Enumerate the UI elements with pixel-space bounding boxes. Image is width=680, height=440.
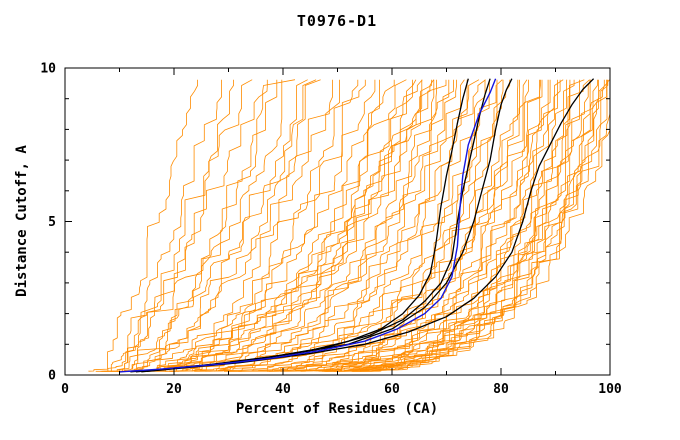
model-curve [258, 79, 503, 372]
highlight-curve [119, 78, 497, 373]
y-axis-label: Distance Cutoff, A [14, 145, 30, 297]
model-curve [154, 79, 447, 372]
model-curve [351, 79, 609, 372]
model-curve [110, 79, 223, 372]
x-tick-label: 80 [493, 382, 509, 397]
model-curve [325, 79, 591, 372]
model-curve [102, 79, 268, 372]
model-curve [298, 79, 551, 372]
model-curve [146, 79, 376, 372]
model-curve [300, 79, 543, 372]
model-curve [282, 79, 528, 372]
model-curve [352, 79, 610, 372]
model-curve [100, 79, 308, 372]
model-curve [151, 79, 366, 372]
model-curve [121, 79, 278, 372]
y-tick-label: 5 [48, 215, 56, 230]
model-curve [164, 79, 434, 372]
model-curve [354, 79, 605, 372]
model-curve [238, 79, 504, 372]
model-curve [153, 79, 359, 372]
model-curve [137, 79, 380, 372]
model-curve [116, 79, 340, 372]
model-curve [321, 79, 580, 372]
model-curve [324, 79, 571, 372]
plot-layer: 0 20 40 60 80 100 0 5 10 [40, 62, 622, 398]
reference-curve [146, 78, 595, 372]
model-curve [169, 79, 395, 372]
chart-title: T0976-D1 [297, 12, 377, 30]
model-curve [156, 79, 407, 372]
x-tick-label: 40 [275, 382, 291, 397]
model-curve [331, 79, 558, 372]
y-tick-label: 0 [48, 369, 56, 384]
y-tick-label: 10 [40, 62, 56, 77]
model-curve [273, 79, 511, 372]
model-curve [366, 79, 610, 372]
model-curve [328, 79, 575, 372]
model-curve [143, 79, 450, 372]
model-curve [213, 79, 486, 372]
model-curve [195, 79, 432, 372]
curves-layer [88, 78, 610, 373]
model-curve [126, 79, 333, 372]
model-curve [334, 79, 598, 372]
x-axis-label: Percent of Residues (CA) [236, 401, 438, 417]
x-tick-label: 60 [384, 382, 400, 397]
reference-curve [141, 78, 513, 373]
model-curve [110, 79, 317, 372]
model-curve [268, 79, 520, 372]
x-tick-label: 100 [598, 382, 622, 397]
x-tick-label: 20 [166, 382, 182, 397]
model-curve [143, 79, 413, 372]
x-tick-label: 0 [61, 382, 69, 397]
model-curve [359, 79, 591, 372]
model-curve [95, 79, 296, 372]
model-curve [333, 79, 590, 372]
model-curve [88, 79, 199, 372]
